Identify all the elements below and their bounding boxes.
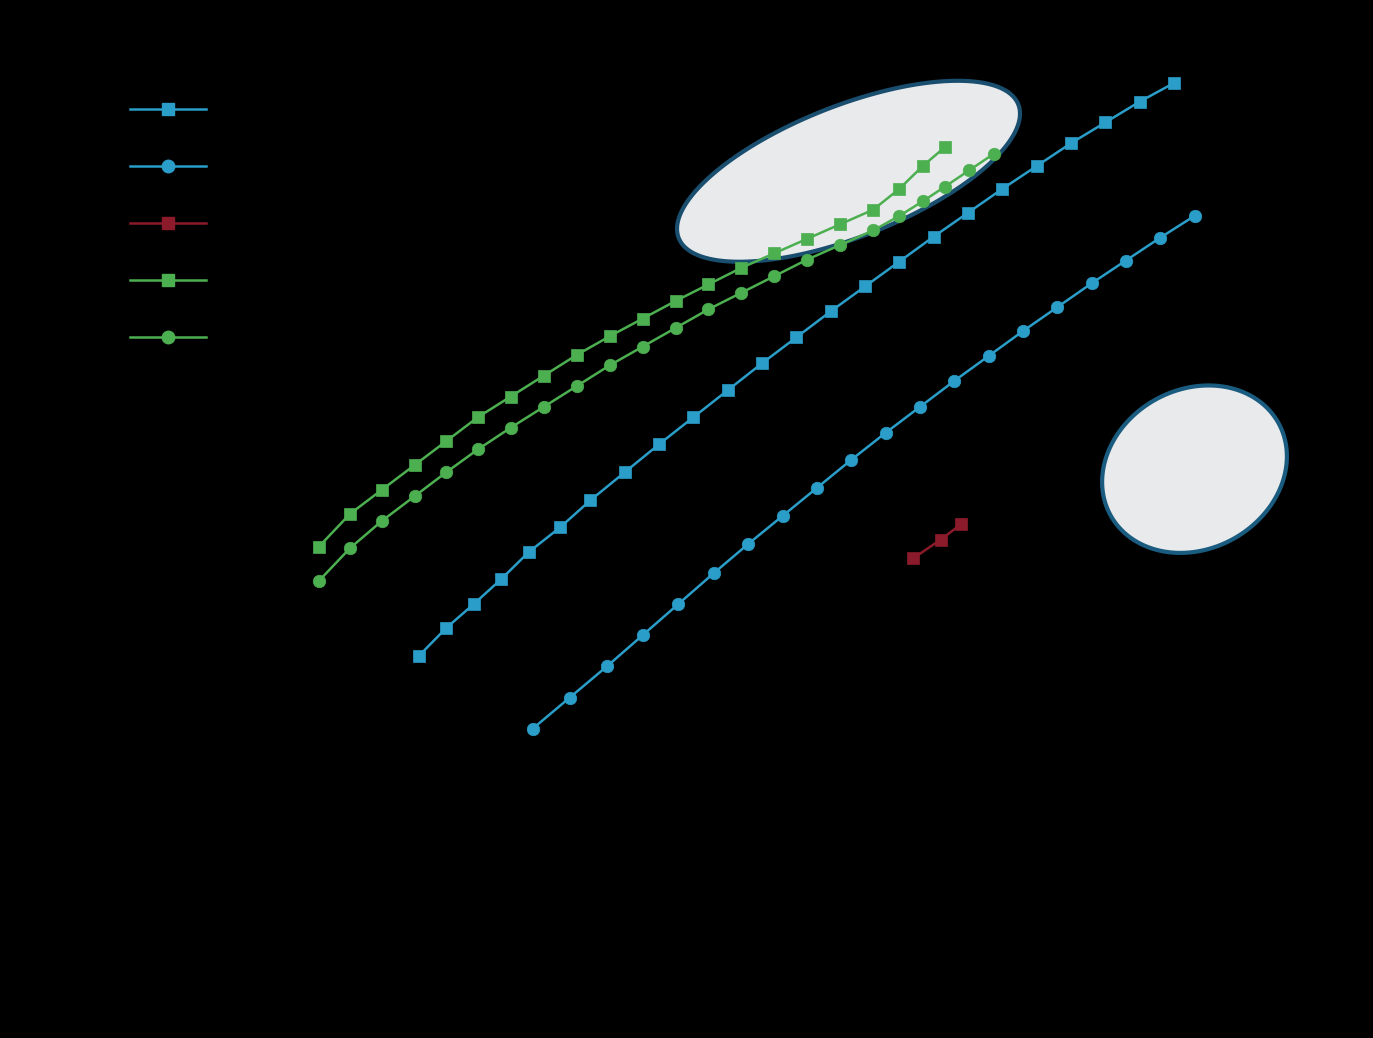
Polygon shape [677,81,1020,262]
Polygon shape [1103,385,1287,553]
